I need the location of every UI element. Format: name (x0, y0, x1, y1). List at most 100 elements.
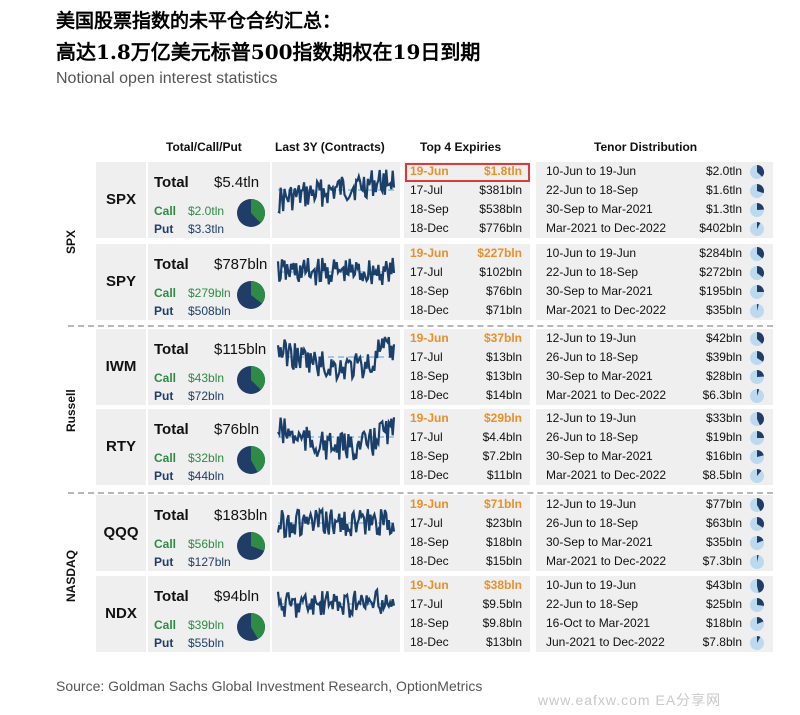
put-value: $127bln (188, 555, 231, 569)
tenor-share-pie (750, 450, 764, 464)
tenor-share-pie (750, 247, 764, 261)
expiries-cell (404, 244, 530, 320)
sparkline (277, 417, 396, 461)
expiry-date: 18-Sep (410, 449, 449, 463)
tenor-range: Mar-2021 to Dec-2022 (546, 468, 667, 482)
expiry-value: $15bln (485, 554, 522, 568)
tenor-range: Mar-2021 to Dec-2022 (546, 554, 667, 568)
watermark: www.eafxw.com EA分享网 (538, 692, 722, 708)
ticker-cell (96, 329, 146, 405)
put-value: $3.3tln (188, 222, 225, 236)
expiry-value: $9.8bln (482, 616, 522, 630)
put-label: Put (154, 636, 174, 650)
tenor-range: 30-Sep to Mar-2021 (546, 369, 653, 383)
tenor-value: $6.3bln (702, 388, 742, 402)
call-put-pie (237, 281, 265, 309)
group-label-spx: SPX (64, 229, 78, 254)
group-label-nasdaq: NASDAQ (64, 549, 78, 602)
tenor-value: $43bln (705, 578, 742, 592)
tenor-range: 22-Jun to 18-Sep (546, 183, 639, 197)
total-value: $787bln (214, 256, 268, 273)
put-value: $508bln (188, 304, 231, 318)
expiry-date: 18-Sep (410, 535, 449, 549)
call-value: $32bln (188, 451, 225, 465)
sparkline (276, 506, 396, 539)
call-label: Call (154, 537, 177, 551)
tenor-range: 30-Sep to Mar-2021 (546, 449, 653, 463)
ticker-cell (96, 576, 146, 652)
sparkline (276, 336, 396, 383)
tenor-value: $33bln (705, 411, 742, 425)
total-value: $76bln (214, 421, 260, 438)
tenor-value: $1.6tln (705, 183, 742, 197)
tenor-share-pie (750, 555, 764, 569)
header-top-4-expiries: Top 4 Expiries (420, 140, 502, 154)
tenor-range: Jun-2021 to Dec-2022 (546, 635, 665, 649)
tenor-share-pie (750, 469, 764, 483)
expiry-value: $11bln (486, 468, 522, 482)
call-put-pie (237, 613, 265, 641)
tenor-cell (536, 495, 773, 571)
chart-title-line1: 美国股票指数的未平仓合约汇总： (56, 10, 342, 32)
tenor-value: $35bln (705, 535, 742, 549)
put-label: Put (154, 222, 174, 236)
group-divider (68, 325, 773, 327)
expiry-date: 18-Dec (410, 468, 449, 482)
expiry-date: 18-Dec (410, 635, 449, 649)
expiry-date: 18-Sep (410, 616, 449, 630)
ticker-label: RTY (106, 438, 136, 455)
ticker-label: SPX (105, 191, 136, 208)
tenor-range: Mar-2021 to Dec-2022 (546, 388, 667, 402)
tenor-cell (536, 329, 773, 405)
tenor-cell (536, 162, 773, 238)
tenor-share-pie (750, 222, 764, 236)
tenor-value: $18bln (705, 616, 742, 630)
expiry-date: 19-Jun (410, 411, 449, 425)
expiry-value: $13bln (485, 350, 522, 364)
call-label: Call (154, 451, 177, 465)
tenor-value: $7.8bln (702, 635, 742, 649)
ticker-label: SPY (105, 273, 136, 290)
tenor-share-pie (750, 617, 764, 631)
tenor-cell (536, 244, 773, 320)
header-total-call-put: Total/Call/Put (166, 140, 242, 154)
ticker-label: IWM (105, 358, 137, 375)
tenor-share-pie (750, 165, 764, 179)
expiry-value: $29bln (483, 411, 522, 425)
highlight-box (405, 163, 530, 182)
tenor-share-pie (750, 389, 764, 403)
group-divider (68, 492, 773, 494)
expiry-value: $1.8tln (483, 164, 522, 178)
put-value: $72bln (188, 389, 225, 403)
tenor-share-pie (750, 536, 764, 550)
ticker-cell (96, 162, 146, 238)
expiry-value: $227bln (477, 246, 522, 260)
tenor-value: $1.3tln (705, 202, 742, 216)
header-last-3y: Last 3Y (Contracts) (275, 140, 385, 154)
expiry-value: $538bln (479, 202, 522, 216)
sparkline-cell (272, 244, 400, 320)
tenor-range: 30-Sep to Mar-2021 (546, 535, 653, 549)
tenor-share-pie (750, 498, 764, 512)
ticker-cell (96, 495, 146, 571)
call-put-pie (237, 199, 265, 227)
ticker-label: QQQ (103, 524, 139, 541)
expiry-date: 18-Sep (410, 369, 449, 383)
source-note: Source: Goldman Sachs Global Investment … (56, 678, 483, 694)
put-label: Put (154, 469, 174, 483)
expiry-value: $776bln (479, 221, 522, 235)
sparkline (276, 257, 396, 286)
ticker-cell (96, 409, 146, 485)
tenor-range: 22-Jun to 18-Sep (546, 265, 639, 279)
tenor-value: $19bln (705, 430, 742, 444)
call-value: $39bln (188, 618, 225, 632)
tenor-value: $28bln (705, 369, 742, 383)
call-put-pie (237, 366, 265, 394)
tenor-value: $402bln (699, 221, 742, 235)
expiry-date: 17-Jul (410, 430, 443, 444)
tenor-range: 16-Oct to Mar-2021 (546, 616, 651, 630)
tenor-share-pie (750, 203, 764, 217)
call-value: $279bln (188, 286, 231, 300)
tenor-share-pie (750, 184, 764, 198)
put-value: $55bln (188, 636, 225, 650)
